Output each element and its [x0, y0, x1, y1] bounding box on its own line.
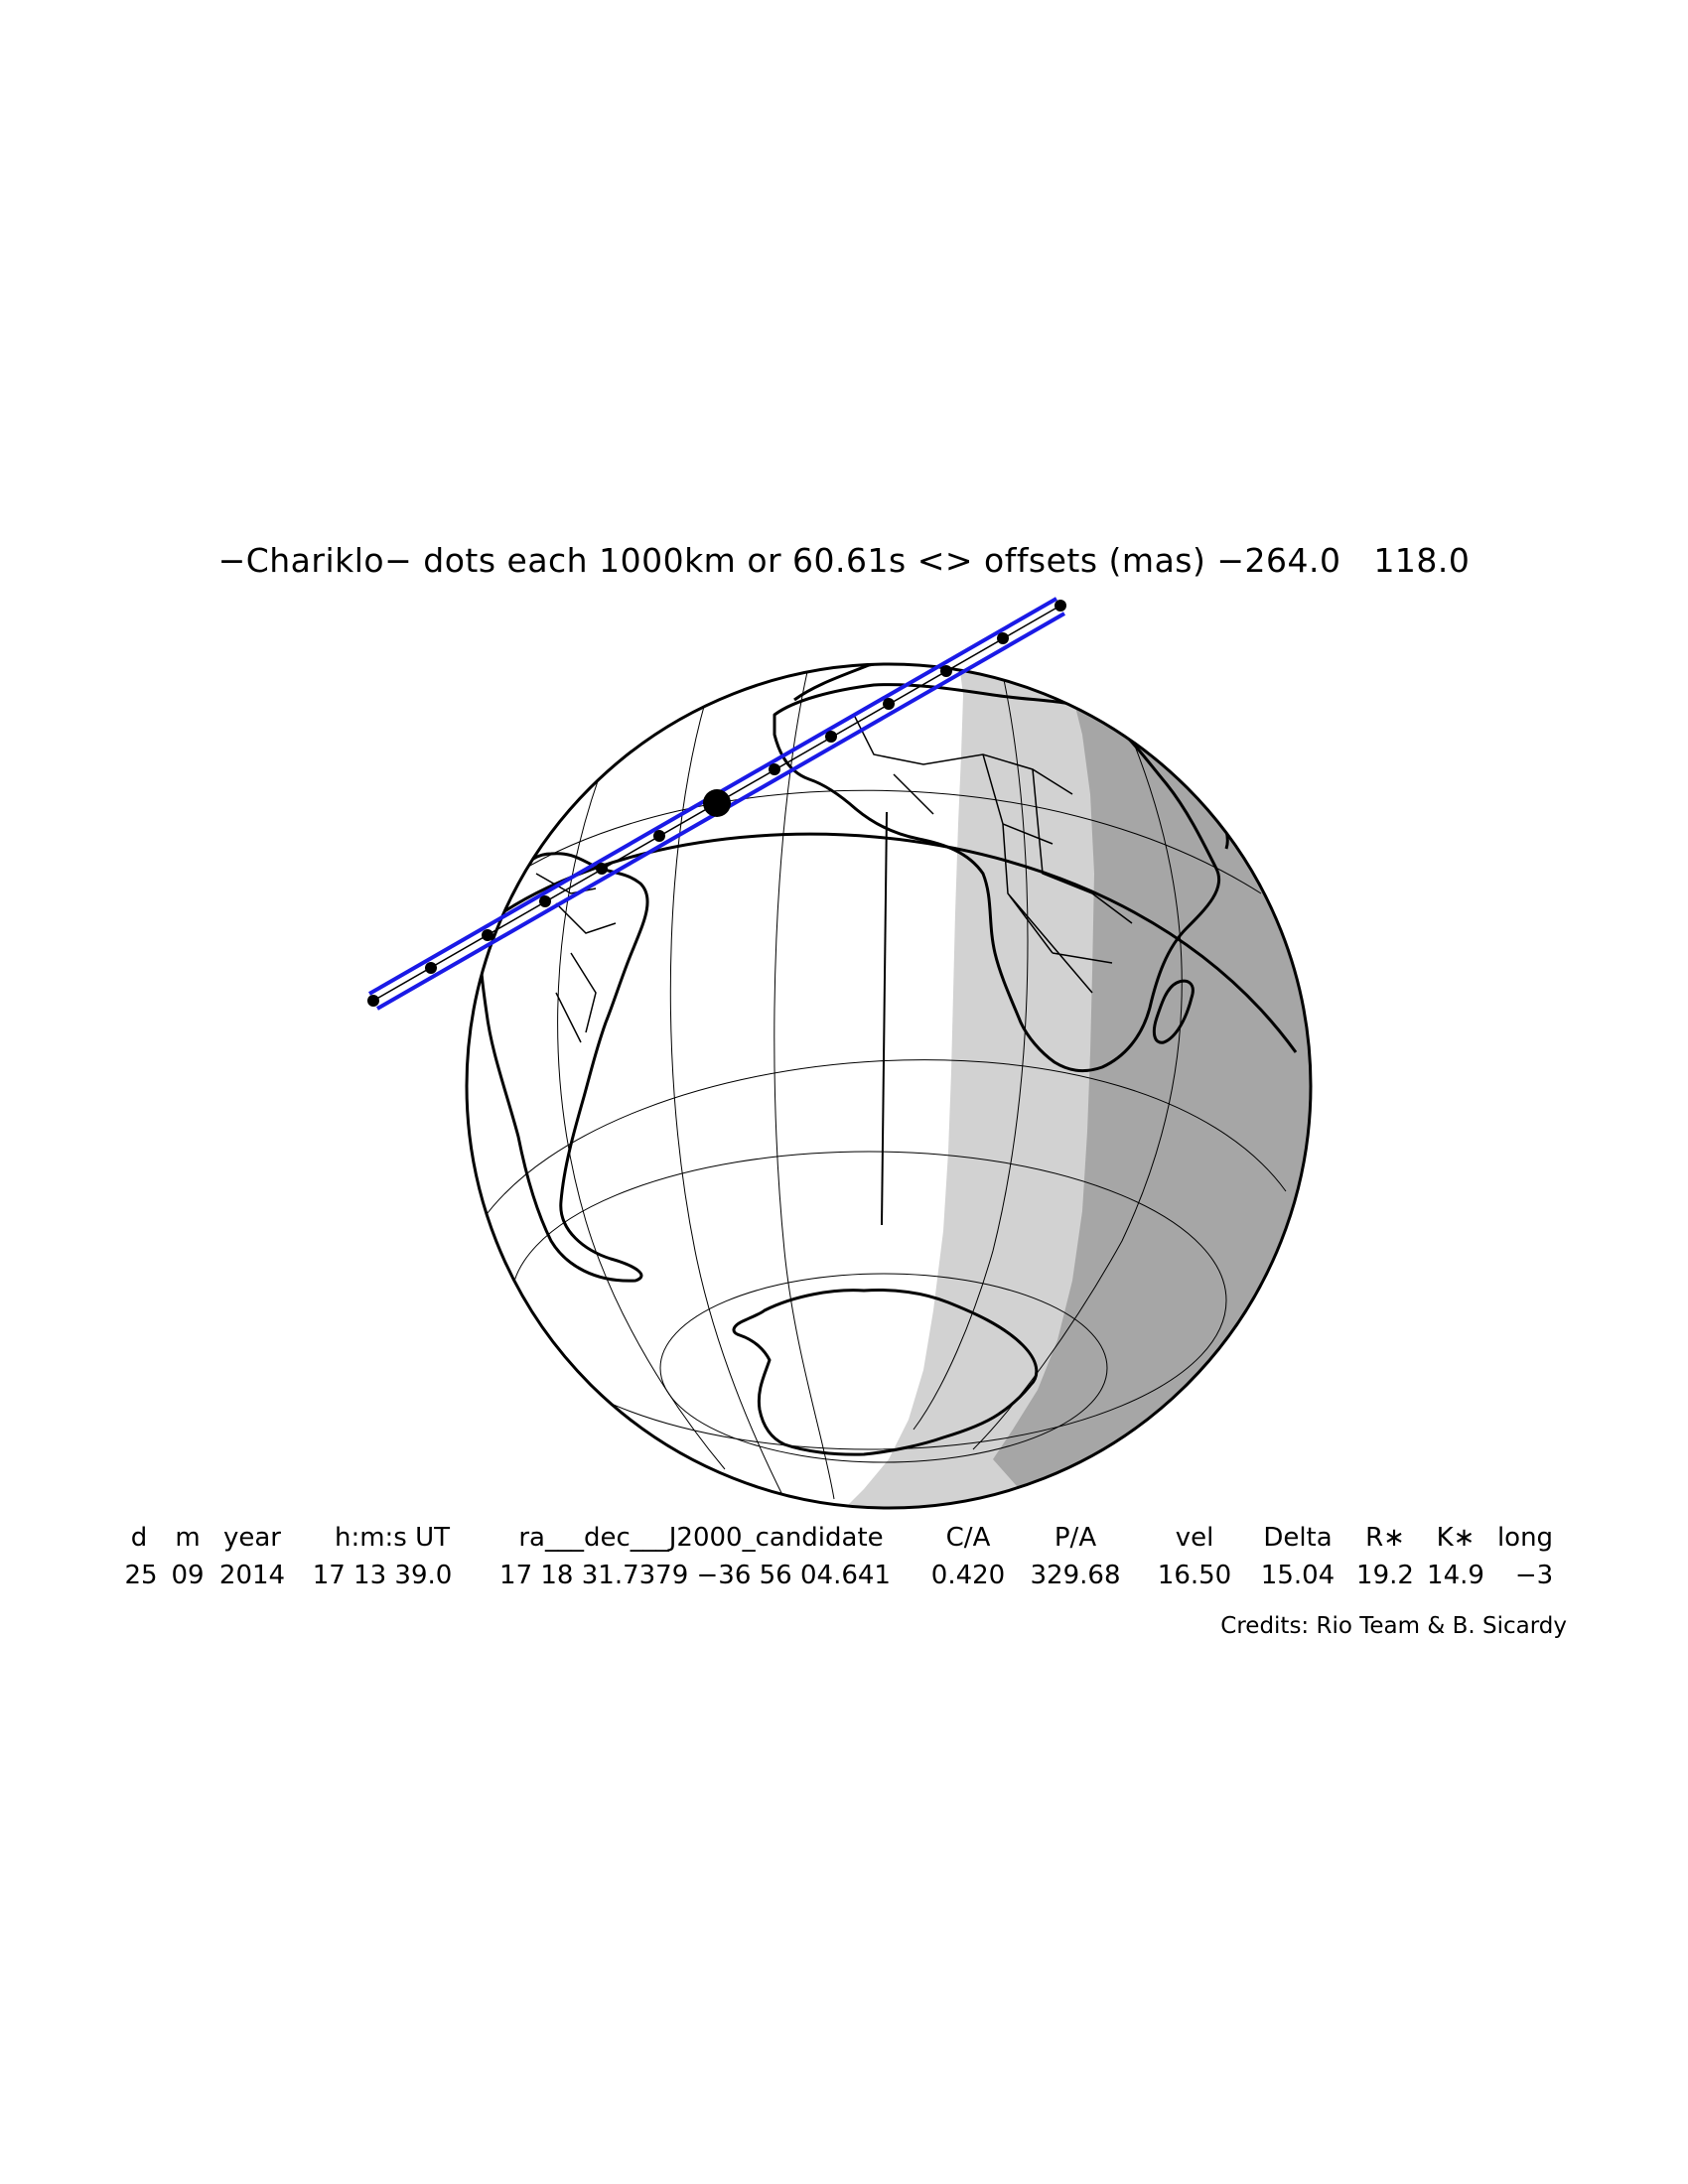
value-day: 25 [124, 1561, 158, 1590]
night-zone [993, 664, 1311, 1508]
meridian-2 [774, 664, 835, 1500]
header-vel: vel [1175, 1523, 1214, 1553]
path-dot-12 [997, 632, 1009, 644]
night-shading [834, 664, 1311, 1508]
antarctica-coast [732, 1289, 1039, 1456]
meridian-3 [913, 674, 1029, 1431]
credits-text: Credits: Rio Team & B. Sicardy [1220, 1613, 1567, 1639]
map-title: −Chariklo− dots each 1000km or 60.61s <>… [217, 541, 1471, 580]
south-america-coast [479, 852, 649, 1283]
value-coordinates: 17 18 31.7379 −36 56 04.641 [499, 1561, 891, 1590]
header-coordinates: ra___dec___J2000_candidate [518, 1523, 884, 1553]
borders [535, 714, 1133, 1043]
path-dot-13 [1055, 600, 1066, 612]
south-america-borders [535, 873, 617, 1043]
path-dot-3 [482, 929, 493, 941]
header-month: m [175, 1523, 201, 1553]
header-delta: Delta [1263, 1523, 1333, 1553]
path-dot-4 [539, 895, 551, 907]
polar-circle [659, 1273, 1108, 1463]
greenland-coast [714, 671, 766, 685]
header-k-star: K∗ [1436, 1523, 1476, 1553]
value-month: 09 [171, 1561, 205, 1590]
header-long: long [1496, 1523, 1554, 1553]
parallel-30s [481, 1059, 1287, 1222]
path-dot-6 [653, 830, 665, 842]
path-dot-1 [367, 995, 379, 1007]
header-ca: C/A [945, 1523, 991, 1553]
value-delta: 15.04 [1260, 1561, 1336, 1590]
path-dot-9 [825, 731, 837, 743]
parallel-30n [515, 789, 1262, 894]
value-year: 2014 [218, 1561, 286, 1590]
value-time-ut: 17 13 39.0 [312, 1561, 453, 1590]
closest-approach-dot [703, 789, 731, 817]
path-dot-10 [883, 698, 895, 710]
shadow-path [367, 597, 1066, 1011]
meridian-1 [669, 670, 785, 1500]
value-r-star: 19.2 [1356, 1561, 1414, 1590]
africa-coast [773, 683, 1221, 1073]
path-dot-2 [425, 962, 437, 974]
header-day: d [130, 1523, 148, 1553]
africa-borders [853, 714, 1133, 994]
value-k-star: 14.9 [1427, 1561, 1484, 1590]
path-dot-11 [940, 665, 952, 677]
value-long: −3 [1514, 1561, 1554, 1590]
globe-outline [465, 662, 1313, 1510]
path-dot-5 [596, 863, 608, 875]
madagascar-coast [1152, 979, 1195, 1044]
meridian-4 [972, 714, 1183, 1450]
header-r-star: R∗ [1365, 1523, 1405, 1553]
header-year: year [222, 1523, 282, 1553]
header-pa: P/A [1054, 1523, 1097, 1553]
value-ca: 0.420 [930, 1561, 1006, 1590]
path-dot-8 [769, 763, 780, 775]
value-pa: 329.68 [1030, 1561, 1121, 1590]
graticule [481, 664, 1287, 1500]
header-time-ut: h:m:s UT [334, 1523, 451, 1553]
value-vel: 16.50 [1157, 1561, 1232, 1590]
central-meridian [881, 811, 888, 1226]
